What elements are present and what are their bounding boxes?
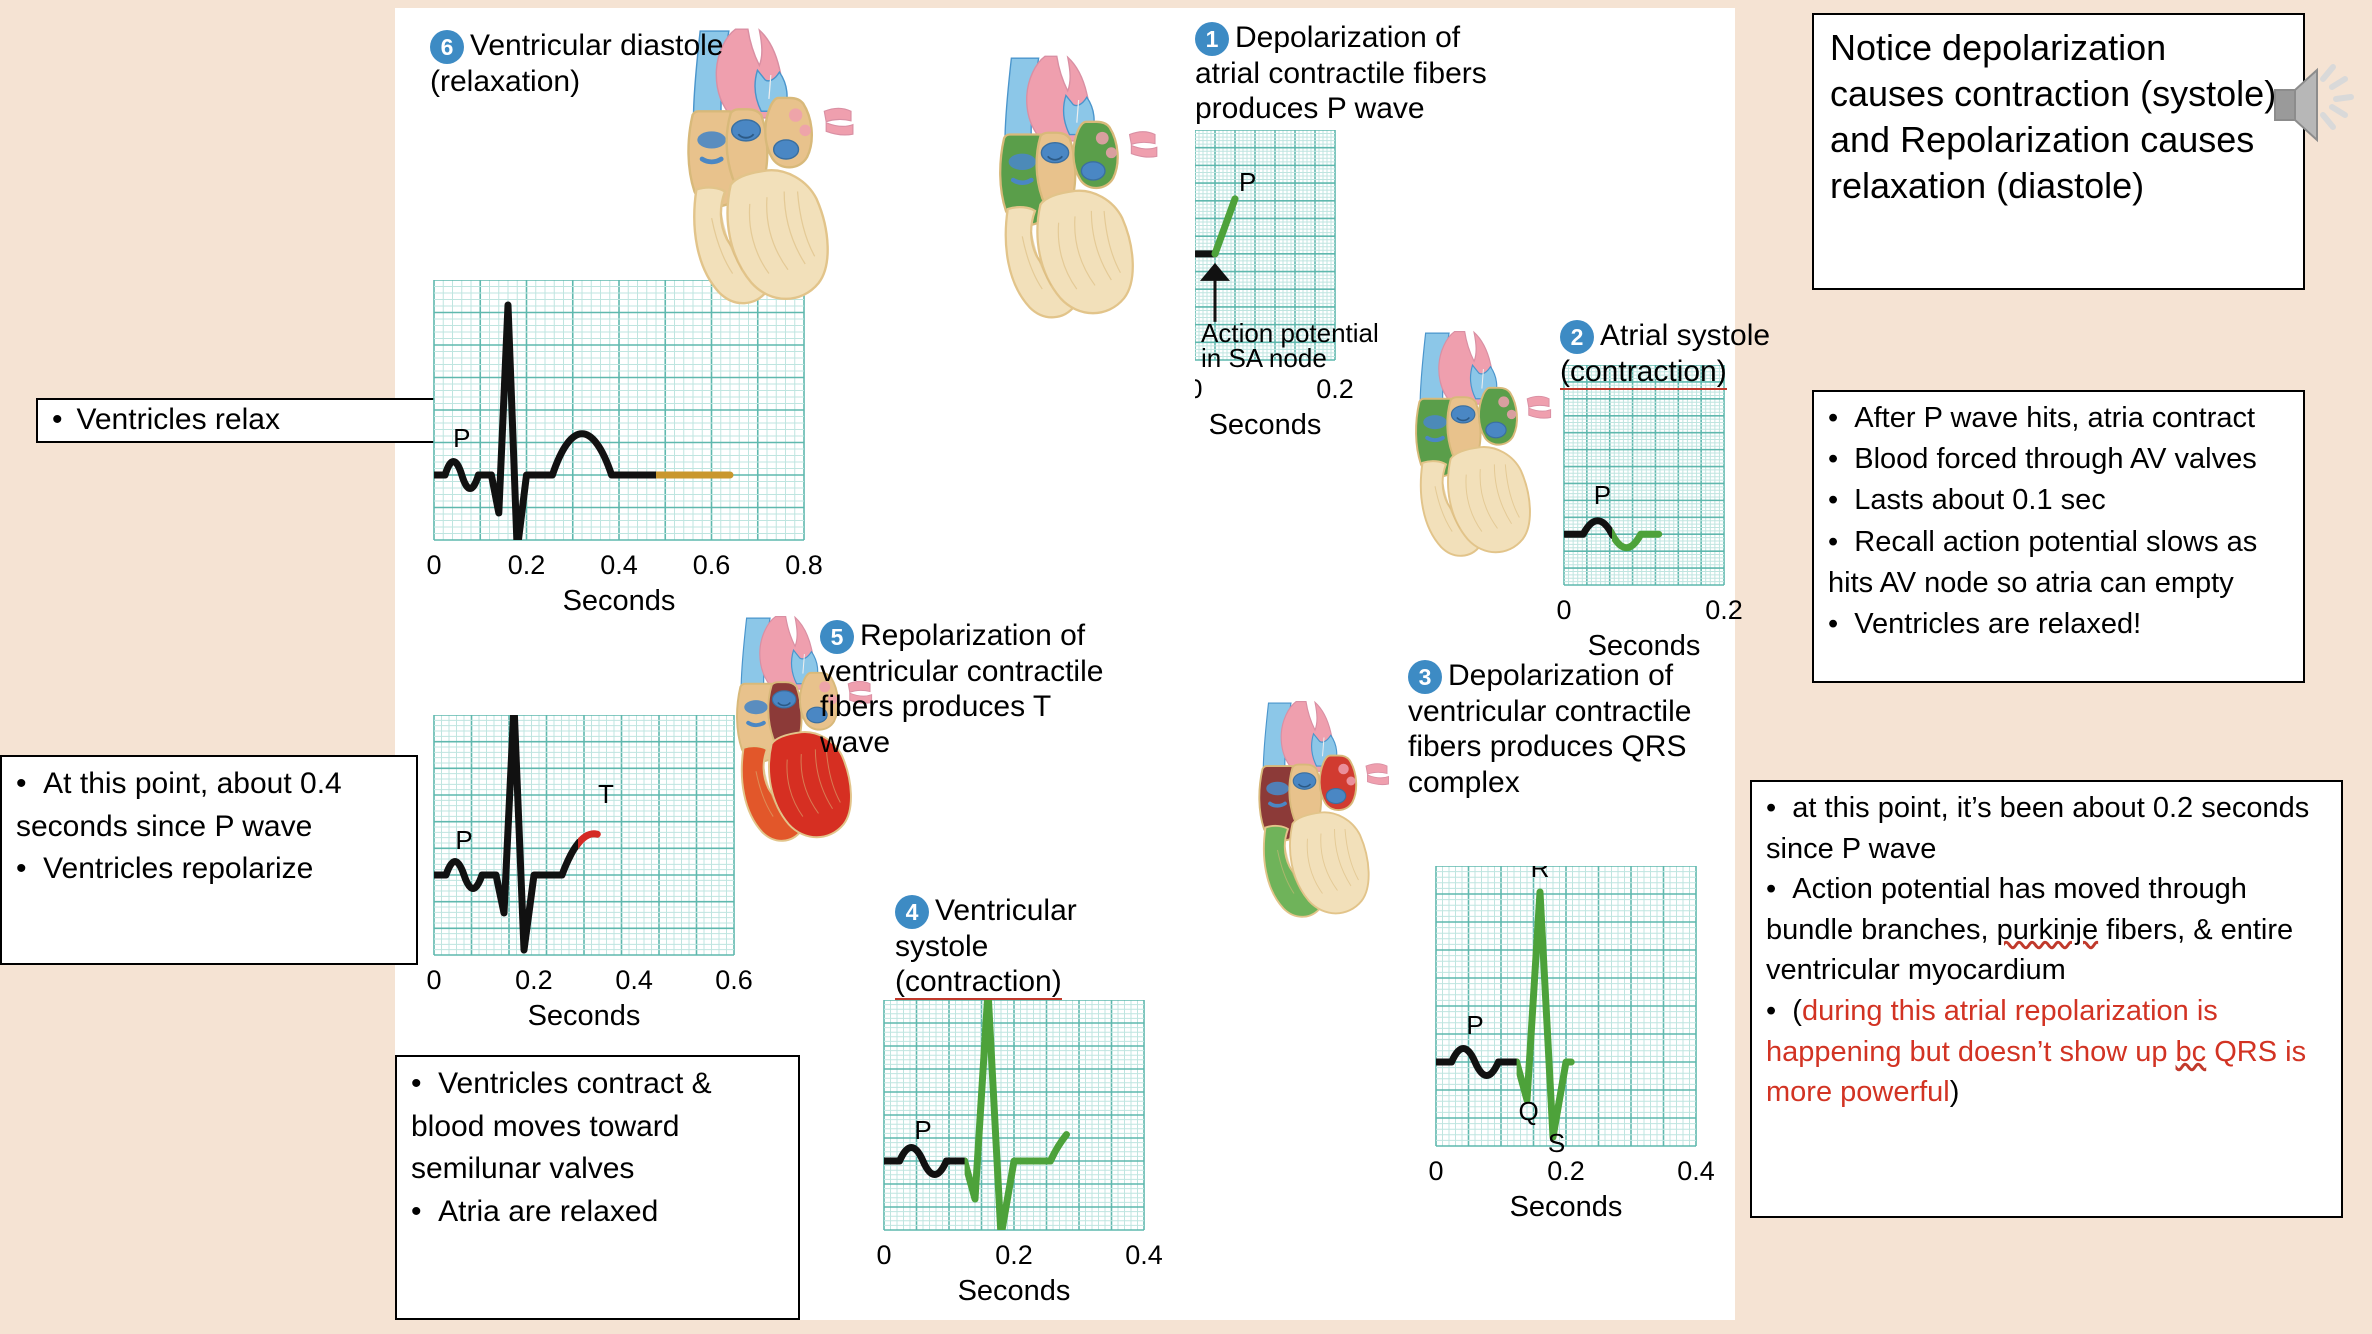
svg-text:P: P bbox=[1466, 1010, 1483, 1040]
svg-text:in SA node: in SA node bbox=[1201, 343, 1327, 373]
svg-text:P: P bbox=[1239, 167, 1256, 197]
svg-text:0: 0 bbox=[426, 965, 441, 995]
svg-text:0: 0 bbox=[426, 550, 441, 580]
svg-text:Seconds: Seconds bbox=[1209, 409, 1322, 441]
svg-text:0.6: 0.6 bbox=[693, 550, 731, 580]
svg-text:R: R bbox=[1531, 866, 1550, 883]
svg-text:0.2: 0.2 bbox=[508, 550, 546, 580]
svg-text:Seconds: Seconds bbox=[1510, 1191, 1623, 1223]
svg-text:P: P bbox=[455, 825, 472, 855]
svg-text:0.2: 0.2 bbox=[515, 965, 553, 995]
svg-text:0.4: 0.4 bbox=[600, 550, 638, 580]
svg-text:0.8: 0.8 bbox=[785, 550, 823, 580]
svg-text:Seconds: Seconds bbox=[563, 585, 676, 617]
svg-text:0.2: 0.2 bbox=[1705, 595, 1743, 625]
svg-text:0: 0 bbox=[876, 1240, 891, 1270]
svg-text:T: T bbox=[598, 779, 614, 809]
svg-text:0.6: 0.6 bbox=[715, 965, 753, 995]
svg-text:0.2: 0.2 bbox=[995, 1240, 1033, 1270]
svg-text:0: 0 bbox=[1428, 1156, 1443, 1186]
svg-text:Q: Q bbox=[1518, 1096, 1538, 1126]
svg-text:0.4: 0.4 bbox=[615, 965, 653, 995]
svg-text:0: 0 bbox=[1195, 374, 1203, 404]
svg-text:Seconds: Seconds bbox=[958, 1275, 1071, 1307]
svg-text:P: P bbox=[1594, 480, 1611, 510]
svg-text:0.4: 0.4 bbox=[1677, 1156, 1715, 1186]
svg-text:0: 0 bbox=[1556, 595, 1571, 625]
svg-text:Seconds: Seconds bbox=[528, 1000, 641, 1032]
svg-text:P: P bbox=[914, 1115, 931, 1145]
svg-text:0.2: 0.2 bbox=[1547, 1156, 1585, 1186]
svg-text:P: P bbox=[453, 423, 470, 453]
svg-text:0.4: 0.4 bbox=[1125, 1240, 1163, 1270]
svg-text:S: S bbox=[1548, 1128, 1565, 1158]
svg-text:0.2: 0.2 bbox=[1316, 374, 1354, 404]
